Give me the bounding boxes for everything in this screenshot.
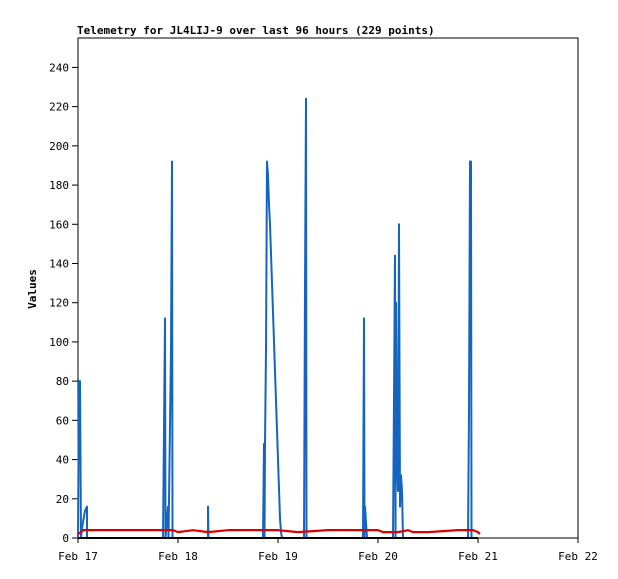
y-tick-label: 80: [56, 375, 69, 388]
y-tick-label: 160: [49, 218, 69, 231]
y-tick-label: 240: [49, 61, 69, 74]
y-tick-label: 200: [49, 140, 69, 153]
y-tick-label: 60: [56, 414, 69, 427]
y-axis: 0 20 40 60 80 100 120 140 160 180 200 220 240: [49, 61, 78, 545]
y-tick-label: 40: [56, 454, 69, 467]
y-tick-label: 220: [49, 101, 69, 114]
x-tick-label: Feb 21: [458, 550, 498, 563]
series-layer: [77, 97, 481, 539]
y-tick-label: 180: [49, 179, 69, 192]
x-tick-label: Feb 20: [358, 550, 398, 563]
chart-title: Telemetry for JL4LIJ-9 over last 96 hour…: [77, 24, 435, 37]
plot-frame: [77, 37, 579, 539]
x-tick-label: Feb 22: [558, 550, 598, 563]
y-axis-label: Values: [26, 269, 39, 309]
y-tick-label: 100: [49, 336, 69, 349]
x-tick-label: Feb 18: [158, 550, 198, 563]
x-tick-label: Feb 17: [58, 550, 98, 563]
series-line-1: [77, 97, 473, 539]
y-tick-label: 0: [62, 532, 69, 545]
y-tick-label: 120: [49, 297, 69, 310]
y-tick-label: 140: [49, 257, 69, 270]
x-axis: Feb 17 Feb 18 Feb 19 Feb 20 Feb 21 Feb 22: [58, 538, 598, 563]
series-line-2: [77, 529, 481, 536]
x-tick-label: Feb 19: [258, 550, 298, 563]
y-tick-label: 20: [56, 493, 69, 506]
